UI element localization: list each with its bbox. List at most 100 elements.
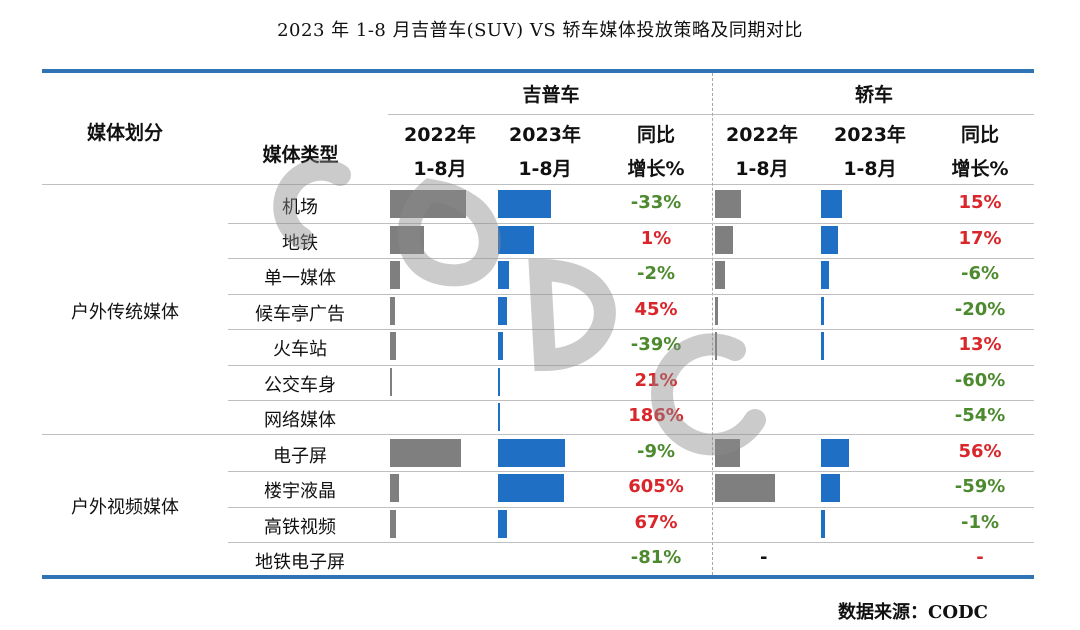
suv-2023-bar bbox=[498, 225, 534, 254]
row-separator bbox=[228, 471, 1034, 472]
suv-yoy-value: -81% bbox=[630, 547, 682, 568]
category-separator bbox=[42, 434, 1034, 435]
suv-2022-bar bbox=[390, 190, 466, 218]
suv-2022-bar bbox=[390, 261, 401, 289]
sedan-yoy-value: 13% bbox=[958, 334, 1002, 355]
sedan-yoy-value: - bbox=[976, 547, 984, 568]
sedan-2023-bar bbox=[821, 332, 825, 360]
row-separator bbox=[228, 542, 1034, 543]
category-outdoor-video: 户外视频媒体 bbox=[71, 497, 179, 518]
media-type-label: 候车亭广告 bbox=[255, 303, 345, 325]
suv-yoy-value: -2% bbox=[636, 263, 676, 284]
sedan-yoy-value: -20% bbox=[954, 298, 1006, 320]
row-separator bbox=[228, 293, 1034, 295]
sedan-2023-bar bbox=[821, 190, 842, 218]
sedan-yoy-label: 同比 bbox=[960, 124, 999, 146]
media-type-label: 网络媒体 bbox=[264, 410, 336, 431]
suv-2023-bar bbox=[498, 261, 510, 289]
media-type-label: 楼宇液晶 bbox=[264, 481, 336, 502]
media-type-label: 地铁电子屏 bbox=[255, 552, 345, 573]
sedan-2023-bar bbox=[821, 261, 830, 289]
sedan-2023-bar bbox=[821, 225, 839, 254]
row-separator bbox=[228, 222, 1034, 224]
sedan-yoy-value: 56% bbox=[958, 440, 1002, 462]
group-header-suv: 吉普车 bbox=[522, 84, 580, 106]
suv-2022-bar bbox=[390, 225, 424, 254]
media-type-label: 电子屏 bbox=[273, 445, 327, 467]
sedan-yoy-value: 17% bbox=[958, 227, 1002, 249]
media-type-label: 地铁 bbox=[282, 232, 318, 254]
row-separator bbox=[228, 364, 1034, 366]
table-top-rule bbox=[42, 69, 1034, 73]
suv-2022-bar bbox=[390, 367, 392, 396]
suv-2023-bar bbox=[498, 509, 508, 538]
sedan-2022-bar bbox=[715, 261, 725, 289]
row-separator bbox=[228, 258, 1034, 259]
data-source: 数据来源：CODC bbox=[838, 602, 988, 623]
suv-2022-bar bbox=[390, 509, 396, 538]
suv-yoy-value: 21% bbox=[634, 369, 678, 391]
sedan-yoy-value: 15% bbox=[958, 192, 1002, 213]
sedan-yoy-value: -6% bbox=[960, 263, 1000, 284]
suv-yoy-value: -9% bbox=[636, 440, 676, 462]
category-outdoor-traditional: 户外传统媒体 bbox=[71, 302, 179, 323]
group-divider bbox=[712, 73, 713, 575]
media-type-label: 机场 bbox=[282, 197, 318, 218]
suv-2023-bar bbox=[498, 367, 500, 396]
row-separator bbox=[228, 400, 1034, 401]
media-type-label: 单一媒体 bbox=[264, 268, 336, 289]
suv-yoy-value: -33% bbox=[630, 192, 682, 213]
suv-2022-year: 2022年 bbox=[404, 124, 476, 146]
sedan-2023-bar bbox=[821, 474, 840, 502]
sedan-2022-bar bbox=[715, 296, 718, 325]
header-group-separator bbox=[388, 114, 1034, 115]
media-type-header: 媒体类型 bbox=[262, 144, 339, 166]
sedan-2023-bar bbox=[821, 296, 824, 325]
sedan-2023-year: 2023年 bbox=[834, 124, 906, 146]
header-bottom-line bbox=[42, 184, 1034, 185]
suv-2023-bar bbox=[498, 190, 551, 218]
sedan-2023-period: 1-8月 bbox=[843, 158, 897, 180]
sedan-2022-bar bbox=[715, 438, 740, 467]
sedan-2023-bar bbox=[821, 509, 825, 538]
sedan-yoy-value: -60% bbox=[954, 369, 1006, 391]
sedan-yoy-pct-label: 增长% bbox=[951, 158, 1009, 180]
table-bottom-rule bbox=[42, 575, 1034, 579]
suv-yoy-pct-label: 增长% bbox=[627, 158, 685, 180]
media-type-label: 高铁视频 bbox=[264, 516, 336, 538]
suv-2022-bar bbox=[390, 438, 462, 467]
suv-2022-bar bbox=[390, 474, 399, 502]
sedan-2022-bar bbox=[715, 190, 741, 218]
suv-yoy-value: 186% bbox=[628, 405, 684, 426]
row-separator bbox=[228, 329, 1034, 330]
suv-2023-bar bbox=[498, 403, 500, 431]
suv-2023-period: 1-8月 bbox=[518, 158, 572, 180]
suv-2023-bar bbox=[498, 474, 564, 502]
suv-yoy-value: 45% bbox=[634, 298, 678, 320]
media-type-label: 公交车身 bbox=[264, 374, 336, 396]
sedan-2022-bar bbox=[715, 332, 718, 360]
sedan-2022-bar bbox=[715, 225, 733, 254]
sedan-2022-bar bbox=[715, 474, 775, 502]
suv-yoy-value: 605% bbox=[628, 476, 684, 497]
suv-2023-bar bbox=[498, 332, 503, 360]
suv-yoy-label: 同比 bbox=[636, 124, 675, 146]
sedan-2022-period: 1-8月 bbox=[735, 158, 789, 180]
sedan-yoy-value: -59% bbox=[954, 476, 1006, 497]
chart-title: 2023 年 1-8 月吉普车(SUV) VS 轿车媒体投放策略及同期对比 bbox=[277, 20, 803, 41]
suv-2023-year: 2023年 bbox=[509, 124, 581, 146]
suv-yoy-value: 1% bbox=[640, 227, 672, 249]
media-division-header: 媒体划分 bbox=[86, 122, 163, 144]
group-header-sedan: 轿车 bbox=[854, 84, 893, 106]
suv-2023-bar bbox=[498, 438, 565, 467]
suv-yoy-value: -39% bbox=[630, 334, 682, 355]
sedan-2022-placeholder: - bbox=[760, 547, 768, 568]
suv-2022-bar bbox=[390, 332, 397, 360]
media-type-label: 火车站 bbox=[273, 339, 327, 360]
sedan-yoy-value: -1% bbox=[960, 511, 1000, 533]
suv-2023-bar bbox=[498, 296, 508, 325]
suv-2022-bar bbox=[390, 296, 395, 325]
sedan-yoy-value: -54% bbox=[954, 405, 1006, 426]
sedan-2022-year: 2022年 bbox=[726, 124, 798, 146]
row-separator bbox=[228, 506, 1034, 508]
